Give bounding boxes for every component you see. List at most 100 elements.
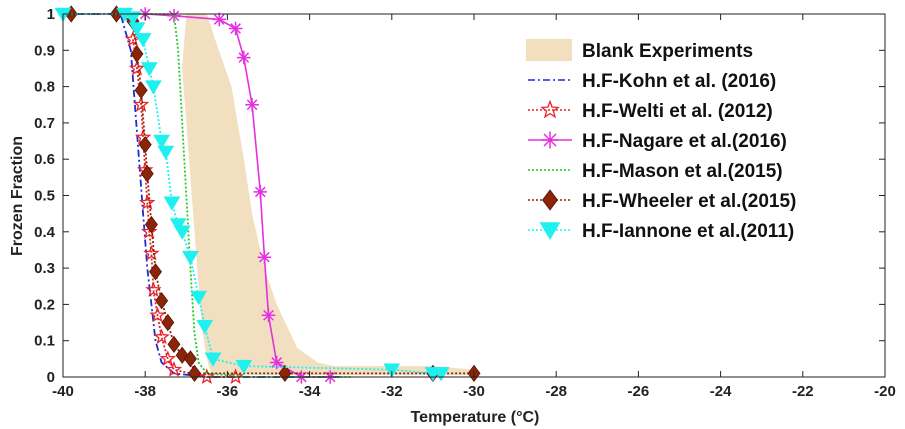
x-tick-label: -28 (545, 383, 567, 400)
series-line-h-f-wheeler-et-al-2015 (71, 13, 474, 375)
data-point-h-f-nagare-et-al-2016 (253, 185, 268, 199)
y-tick-label: 0.1 (34, 333, 55, 350)
data-point-h-f-iannone-et-al-2011 (169, 218, 187, 233)
legend-swatch-blank-experiments (526, 39, 572, 61)
data-point-h-f-nagare-et-al-2016 (257, 250, 272, 264)
x-tick-label: -32 (381, 383, 403, 400)
y-tick-label: 0.2 (34, 296, 55, 313)
y-tick-label: 0.8 (34, 79, 55, 96)
data-point-h-f-welti-et-al-2012 (198, 368, 216, 384)
data-point-h-f-wheeler-et-al-2015 (138, 136, 152, 154)
data-point-h-f-iannone-et-al-2011 (173, 225, 191, 240)
series-line-h-f-nagare-et-al-2016 (145, 13, 331, 378)
x-tick-label: -20 (874, 383, 896, 400)
x-tick-label: -24 (710, 383, 732, 400)
data-point-h-f-iannone-et-al-2011 (181, 250, 199, 266)
data-point-h-f-iannone-et-al-2011 (144, 80, 162, 95)
data-point-h-f-nagare-et-al-2016 (212, 12, 226, 27)
y-tick-label: 0 (47, 369, 55, 386)
data-point-h-f-iannone-et-al-2011 (163, 196, 181, 211)
data-point-h-f-wheeler-et-al-2015 (183, 350, 197, 368)
data-point-h-f-welti-et-al-2012 (141, 223, 158, 239)
data-point-h-f-iannone-et-al-2011 (134, 33, 152, 48)
data-point-h-f-wheeler-et-al-2015 (130, 45, 144, 63)
y-tick-label: 0.7 (34, 115, 55, 132)
data-point-h-f-iannone-et-al-2011 (153, 134, 171, 150)
plot-area (54, 5, 481, 384)
legend-label-h-f-wheeler-et-al-2015: H.F-Wheeler et al.(2015) (582, 191, 796, 212)
data-point-h-f-wheeler-et-al-2015 (161, 313, 175, 332)
y-tick-label: 0.9 (34, 42, 55, 59)
x-tick-label: -30 (463, 383, 485, 400)
y-tick-label: 0.5 (34, 188, 55, 205)
data-point-h-f-nagare-et-al-2016 (228, 21, 243, 36)
legend-label-h-f-mason-et-al-2015: H.F-Mason et al.(2015) (582, 161, 783, 182)
x-tick-label: -22 (792, 383, 814, 400)
legend-marker-h-f-iannone-et-al-2011 (539, 222, 561, 240)
x-axis-label: Temperature (°C) (411, 409, 540, 426)
legend-entry-h-f-iannone-et-al-2011: H.F-Iannone et al.(2011) (528, 221, 794, 242)
data-point-h-f-nagare-et-al-2016 (261, 308, 276, 323)
data-point-h-f-iannone-et-al-2011 (128, 22, 146, 37)
data-point-h-f-welti-et-al-2012 (165, 361, 183, 377)
data-point-h-f-welti-et-al-2012 (159, 350, 177, 366)
x-tick-label: -34 (299, 383, 321, 400)
legend-label-h-f-iannone-et-al-2011: H.F-Iannone et al.(2011) (582, 221, 794, 242)
data-point-h-f-welti-et-al-2012 (132, 96, 150, 112)
legend-entry-h-f-wheeler-et-al-2015: H.F-Wheeler et al.(2015) (528, 189, 796, 212)
series-h-f-mason-et-al-2015 (63, 13, 351, 378)
legend-entry-h-f-nagare-et-al-2016: H.F-Nagare et al.(2016) (528, 131, 787, 152)
data-point-h-f-nagare-et-al-2016 (237, 50, 251, 65)
data-point-h-f-iannone-et-al-2011 (157, 145, 175, 161)
y-tick-label: 1 (47, 6, 55, 23)
y-tick-label: 0.6 (34, 151, 55, 168)
legend-label-h-f-kohn-et-al-2016: H.F-Kohn et al. (2016) (582, 71, 776, 92)
blank-experiments-band (182, 14, 474, 376)
legend-label-blank-experiments: Blank Experiments (582, 41, 753, 62)
data-point-h-f-nagare-et-al-2016 (245, 98, 259, 112)
data-point-h-f-welti-et-al-2012 (153, 328, 170, 345)
legend-entry-h-f-welti-et-al-2012: H.F-Welti et al. (2012) (528, 99, 773, 122)
y-tick-label: 0.3 (34, 260, 55, 277)
data-point-h-f-wheeler-et-al-2015 (134, 81, 148, 99)
y-tick-label: 0.4 (34, 224, 56, 241)
axes: -40 -38 -36 -34 -32 -30 -28 -26 -24 -22 -20 0 0.1 0.2… (34, 6, 896, 400)
data-point-h-f-welti-et-al-2012 (149, 306, 166, 323)
series-line-h-f-welti-et-al-2012 (132, 39, 236, 378)
data-point-h-f-welti-et-al-2012 (143, 244, 160, 261)
data-point-h-f-welti-et-al-2012 (227, 368, 244, 384)
data-point-h-f-welti-et-al-2012 (128, 59, 146, 76)
data-point-h-f-wheeler-et-al-2015 (188, 364, 202, 383)
legend-marker-h-f-nagare-et-al-2016 (541, 131, 559, 149)
legend-label-h-f-nagare-et-al-2016: H.F-Nagare et al.(2016) (582, 131, 787, 152)
data-point-h-f-iannone-et-al-2011 (432, 367, 450, 382)
legend-marker-h-f-wheeler-et-al-2015 (542, 189, 558, 211)
x-tick-label: -26 (628, 383, 650, 400)
data-point-h-f-iannone-et-al-2011 (190, 290, 208, 306)
data-point-h-f-wheeler-et-al-2015 (144, 215, 158, 234)
x-tick-label: -40 (52, 383, 74, 400)
data-point-h-f-wheeler-et-al-2015 (167, 335, 181, 353)
y-axis-label: Frozen Fraction (9, 136, 26, 256)
legend-label-h-f-welti-et-al-2012: H.F-Welti et al. (2012) (582, 101, 773, 122)
data-point-h-f-wheeler-et-al-2015 (140, 165, 154, 183)
x-tick-label: -38 (134, 383, 156, 400)
data-point-h-f-wheeler-et-al-2015 (155, 292, 169, 310)
data-point-h-f-iannone-et-al-2011 (235, 359, 253, 375)
data-point-h-f-iannone-et-al-2011 (383, 363, 401, 378)
x-tick-label: -36 (217, 383, 239, 400)
legend-entry-blank-experiments: Blank Experiments (526, 39, 753, 62)
data-point-h-f-iannone-et-al-2011 (196, 319, 214, 335)
data-point-h-f-iannone-et-al-2011 (204, 352, 222, 367)
data-point-h-f-welti-et-al-2012 (139, 194, 156, 210)
legend-entry-h-f-mason-et-al-2015: H.F-Mason et al.(2015) (528, 161, 783, 182)
legend-marker-h-f-welti-et-al-2012 (540, 99, 560, 119)
data-point-h-f-nagare-et-al-2016 (269, 355, 284, 370)
data-point-h-f-welti-et-al-2012 (145, 281, 162, 297)
legend: Blank Experiments H.F-Kohn et al. (2016) H… (526, 39, 796, 242)
data-point-h-f-wheeler-et-al-2015 (148, 263, 162, 281)
data-point-h-f-iannone-et-al-2011 (140, 62, 158, 77)
legend-entry-h-f-kohn-et-al-2016: H.F-Kohn et al. (2016) (528, 71, 776, 92)
series-h-f-iannone-et-al-2011 (54, 7, 450, 382)
